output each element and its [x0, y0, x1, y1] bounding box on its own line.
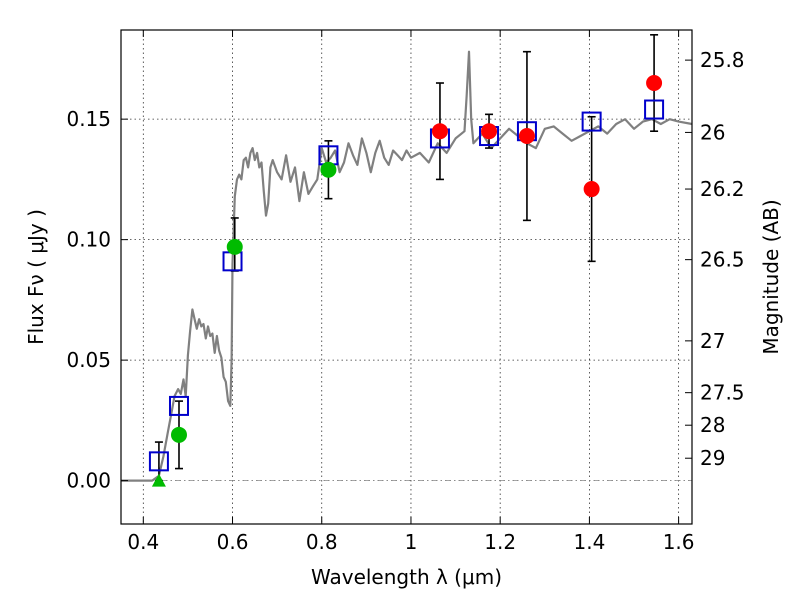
- observed-point: [518, 128, 535, 145]
- x-tick-label: 1: [405, 530, 418, 554]
- x-axis-label: Wavelength λ (μm): [311, 565, 502, 589]
- model-photometry-square: [168, 395, 189, 416]
- right-axis-label: Magnitude (AB): [759, 199, 783, 354]
- y-tick-label: 0.05: [66, 348, 111, 372]
- observed-point: [583, 181, 600, 198]
- observed-point: [481, 123, 498, 140]
- y-axis-label: Flux Fν ( μJy ): [24, 209, 48, 345]
- x-tick-label: 0.8: [306, 530, 338, 554]
- right-tick-label: 27: [700, 329, 725, 353]
- model-photometry-square: [581, 111, 602, 132]
- observed-point: [431, 123, 448, 140]
- x-tick-label: 1.2: [484, 530, 516, 554]
- axis-ticks: 0.4 0.6 0.8 1 1.2 1.4 1.6 0.00 0.05 0.10 0.15 25.8 2…: [66, 30, 745, 554]
- y-tick-label: 0.00: [66, 469, 111, 493]
- right-tick-label: 29: [700, 446, 725, 470]
- observed-point: [226, 238, 243, 255]
- right-tick-label: 26: [700, 120, 725, 144]
- grid-lines: [121, 30, 692, 524]
- model-spectrum-line: [121, 50, 693, 482]
- right-tick-label: 25.8: [700, 48, 745, 72]
- right-tick-label: 26.5: [700, 248, 745, 272]
- x-tick-label: 1.4: [573, 530, 605, 554]
- right-tick-label: 26.2: [700, 177, 745, 201]
- plot-frame: [120, 29, 693, 525]
- model-photometry-square: [644, 99, 665, 120]
- observed-point: [646, 75, 663, 92]
- right-tick-label: 28: [700, 413, 725, 437]
- y-tick-label: 0.10: [66, 228, 111, 252]
- model-photometry-square: [148, 451, 169, 472]
- observed-point: [170, 426, 187, 443]
- observed-point: [320, 161, 337, 178]
- right-tick-label: 27.5: [700, 381, 745, 405]
- y-tick-label: 0.15: [66, 107, 111, 131]
- data-markers: [148, 75, 665, 487]
- x-tick-label: 0.6: [217, 530, 249, 554]
- error-bars: [154, 34, 659, 482]
- upper-limit-triangle: [151, 473, 166, 487]
- x-tick-label: 0.4: [127, 530, 159, 554]
- x-tick-label: 1.6: [663, 530, 695, 554]
